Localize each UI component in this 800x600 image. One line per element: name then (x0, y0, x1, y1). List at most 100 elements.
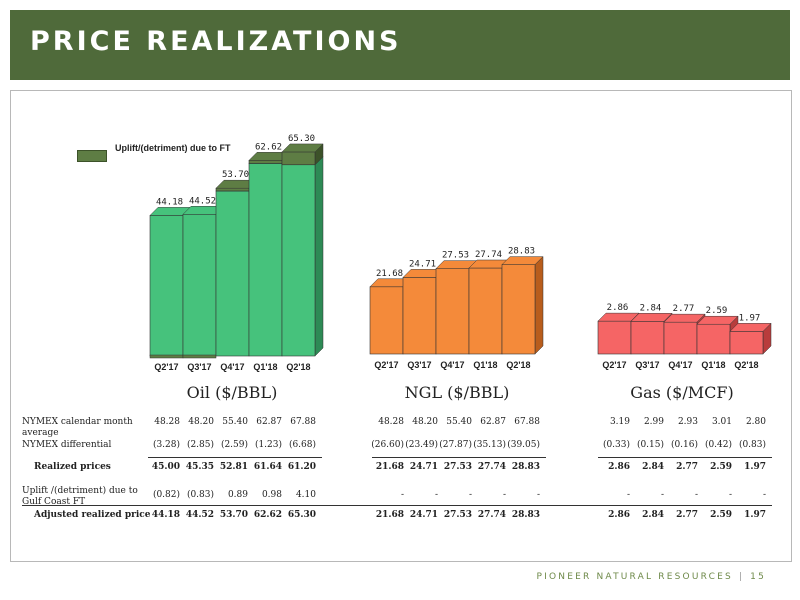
oil-tick-label: Q1'18 (253, 362, 277, 372)
oil-cell: 48.28 (154, 417, 180, 427)
oil-cell: 44.52 (185, 510, 214, 520)
oil-tick-label: Q2'18 (286, 362, 310, 372)
ngl-tick-label: Q2'17 (374, 360, 398, 370)
gas-data-label: 1.97 (739, 313, 761, 323)
ngl-cell: 48.28 (378, 417, 404, 427)
gas-cell: - (694, 490, 698, 500)
oil-cell: 65.30 (287, 510, 316, 520)
ngl-cell: 28.83 (511, 462, 540, 472)
ngl-bar-top (501, 256, 544, 265)
oil-data-label: 65.30 (288, 134, 315, 144)
oil-cell: 4.10 (295, 490, 316, 500)
oil-cell: 53.70 (219, 510, 248, 520)
oil-cell: 48.20 (188, 417, 214, 427)
gas-cell: (0.33) (602, 440, 630, 450)
gas-bar (630, 321, 665, 355)
oil-cell: 67.88 (290, 417, 316, 427)
gas-tick-label: Q2'18 (734, 360, 758, 370)
gas-cell: 3.01 (711, 417, 732, 427)
gas-subtotal-rule (598, 457, 772, 458)
oil-cell: (3.28) (152, 440, 180, 450)
oil-cell: (0.82) (152, 490, 180, 500)
gas-cell: 2.84 (642, 510, 664, 520)
gas-bar-top (630, 313, 673, 322)
gas-bar (597, 320, 632, 355)
ngl-tick-label: Q1'18 (473, 360, 497, 370)
oil-data-label: 62.62 (255, 142, 282, 152)
oil-data-label: 44.52 (189, 196, 216, 206)
ngl-cell: 21.68 (375, 462, 404, 472)
oil-bar (215, 190, 250, 357)
ngl-cell: 21.68 (375, 510, 404, 520)
ngl-cell: (35.13) (473, 440, 506, 450)
oil-cell: (1.23) (254, 440, 282, 450)
ngl-cell: 27.53 (443, 510, 472, 520)
row-label: Uplift /(detriment) due to Gulf Coast FT (22, 486, 138, 507)
company-name: PIONEER NATURAL RESOURCES (536, 572, 733, 582)
ngl-cell: 28.83 (511, 510, 540, 520)
ngl-cell: (26.60) (371, 440, 404, 450)
oil-cell: (2.59) (220, 440, 248, 450)
gas-data-label: 2.59 (706, 306, 728, 316)
oil-cell: 52.81 (219, 462, 248, 472)
ngl-cell: - (502, 490, 506, 500)
uplift-segment (281, 151, 316, 166)
gas-cell: 2.77 (676, 462, 698, 472)
ngl-subtotal-rule (372, 457, 546, 458)
ngl-data-label: 24.71 (409, 259, 436, 269)
gas-chart-title: Gas ($/MCF) (630, 383, 734, 402)
ngl-data-label: 28.83 (508, 247, 535, 257)
gas-cell: - (626, 490, 630, 500)
gas-cell: - (762, 490, 766, 500)
oil-cell: 61.64 (253, 462, 282, 472)
oil-cell: (0.83) (186, 490, 214, 500)
ngl-chart-title: NGL ($/BBL) (404, 383, 510, 402)
oil-bar-side (314, 156, 324, 357)
gas-cell: 2.59 (710, 510, 732, 520)
table-row: Realized prices 45.00 45.35 52.81 61.64 61.20… (22, 462, 778, 482)
ngl-cell: - (468, 490, 472, 500)
table-row: NYMEX calendar month average 48.28 48.20 55… (22, 417, 778, 438)
oil-cell: 45.35 (185, 462, 214, 472)
ngl-cell: 27.74 (477, 462, 506, 472)
gas-cell: (0.42) (704, 440, 732, 450)
footer-separator: | (738, 572, 745, 582)
oil-data-label: 53.70 (222, 170, 249, 180)
gas-cell: 3.19 (609, 417, 630, 427)
oil-tick-label: Q3'17 (187, 362, 211, 372)
ngl-cell: 24.71 (409, 510, 438, 520)
legend-label: Uplift/(detriment) due to FT (115, 143, 231, 153)
gas-cell: - (728, 490, 732, 500)
ngl-tick-label: Q2'18 (506, 360, 530, 370)
ngl-cell: 27.53 (443, 462, 472, 472)
row-label: Adjusted realized price (34, 510, 151, 520)
ngl-tick-label: Q3'17 (407, 360, 431, 370)
gas-cell: 2.86 (608, 462, 630, 472)
row-label: NYMEX calendar month average (22, 417, 133, 438)
footer: PIONEER NATURAL RESOURCES | 15 (537, 572, 767, 582)
oil-cell: 61.20 (287, 462, 316, 472)
gas-cell: 1.97 (744, 462, 766, 472)
ngl-cell: 67.88 (514, 417, 540, 427)
ngl-bar-side (534, 256, 544, 355)
gas-tick-label: Q2'17 (602, 360, 626, 370)
ngl-cell: (39.05) (507, 440, 540, 450)
oil-cell: 0.98 (261, 490, 282, 500)
oil-bar (182, 213, 217, 357)
ngl-data-label: 27.74 (475, 250, 502, 260)
title-bar: PRICE REALIZATIONS (10, 10, 790, 80)
uplift-segment (248, 160, 283, 164)
gas-cell: 2.86 (608, 510, 630, 520)
gas-cell: 2.59 (710, 462, 732, 472)
gas-bar (663, 321, 698, 355)
uplift-segment (215, 187, 250, 192)
gas-bar (696, 323, 731, 355)
gas-data-label: 2.86 (607, 303, 629, 313)
ngl-data-label: 21.68 (376, 269, 403, 279)
legend-swatch (77, 150, 107, 162)
ngl-data-label: 27.53 (442, 251, 469, 261)
oil-bar (248, 163, 283, 357)
page-title: PRICE REALIZATIONS (30, 26, 402, 57)
ngl-cell: (23.49) (405, 440, 438, 450)
